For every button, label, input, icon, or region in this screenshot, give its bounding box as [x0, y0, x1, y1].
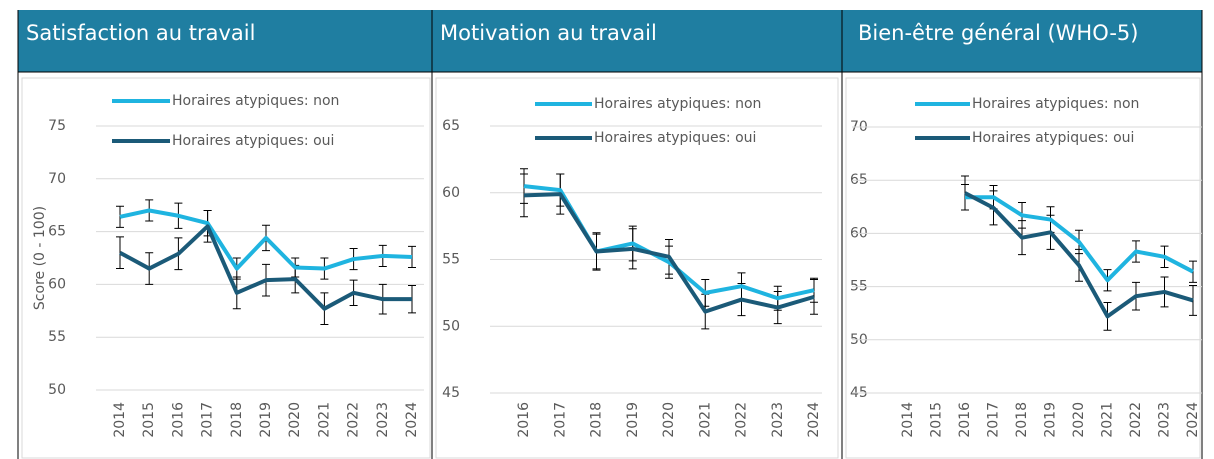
x-tick-label: 2017 — [552, 402, 568, 438]
y-tick-label: 65 — [442, 118, 460, 134]
legend-label: Horaires atypiques: oui — [972, 130, 1134, 146]
x-tick-label: 2014 — [900, 402, 916, 438]
y-tick-label: 45 — [442, 385, 460, 401]
x-tick-label: 2022 — [1128, 402, 1144, 438]
x-tick-label: 2015 — [141, 402, 157, 438]
x-tick-label: 2023 — [1157, 402, 1173, 438]
y-tick-label: 50 — [48, 382, 66, 398]
x-tick-label: 2020 — [287, 402, 303, 438]
x-tick-label: 2017 — [200, 402, 216, 438]
x-tick-label: 2016 — [957, 402, 973, 438]
series-line — [119, 224, 412, 311]
series-line — [119, 208, 413, 271]
x-tick-label: 2017 — [986, 402, 1002, 438]
legend-label: Horaires atypiques: non — [594, 96, 761, 112]
x-tick-label: 2022 — [734, 402, 750, 438]
x-tick-label: 2020 — [661, 402, 677, 438]
x-tick-label: 2024 — [404, 402, 420, 438]
series-line — [523, 192, 815, 314]
chart-title: Motivation au travail — [440, 21, 657, 45]
y-tick-label: 60 — [442, 185, 460, 201]
y-tick-label: 75 — [48, 118, 66, 134]
x-tick-label: 2023 — [375, 402, 391, 438]
legend-label: Horaires atypiques: non — [172, 93, 339, 109]
chart-title: Satisfaction au travail — [26, 21, 255, 45]
x-tick-label: 2019 — [625, 402, 641, 438]
x-tick-label: 2021 — [316, 402, 332, 438]
x-tick-label: 2018 — [1014, 402, 1030, 438]
x-tick-label: 2019 — [1043, 402, 1059, 438]
x-tick-label: 2015 — [929, 402, 945, 438]
y-tick-label: 55 — [48, 329, 66, 345]
x-tick-label: 2022 — [346, 402, 362, 438]
y-tick-label: 60 — [48, 276, 66, 292]
chart-frame — [435, 77, 839, 459]
y-tick-label: 55 — [442, 252, 460, 268]
x-tick-label: 2016 — [516, 402, 532, 438]
header-band — [18, 10, 1202, 72]
x-tick-label: 2023 — [770, 402, 786, 438]
x-tick-label: 2021 — [697, 402, 713, 438]
chart-frame — [845, 77, 1201, 459]
y-tick-label: 70 — [48, 171, 66, 187]
x-tick-label: 2024 — [1185, 402, 1201, 438]
x-tick-label: 2020 — [1071, 402, 1087, 438]
x-tick-label: 2024 — [806, 402, 822, 438]
x-tick-label: 2014 — [112, 402, 128, 438]
x-tick-label: 2018 — [589, 402, 605, 438]
y-tick-label: 50 — [442, 318, 460, 334]
chart-title: Bien-être général (WHO-5) — [858, 21, 1138, 45]
legend-label: Horaires atypiques: oui — [594, 130, 756, 146]
series-line — [964, 191, 1194, 319]
y-axis-label: Score (0 - 100) — [32, 206, 48, 310]
legend-label: Horaires atypiques: oui — [172, 133, 334, 149]
x-tick-label: 2021 — [1100, 402, 1116, 438]
x-tick-label: 2019 — [258, 402, 274, 438]
y-tick-label: 65 — [48, 224, 66, 240]
x-tick-label: 2018 — [229, 402, 245, 438]
chart-frame — [21, 77, 431, 459]
series-line — [965, 195, 1194, 283]
x-tick-label: 2016 — [170, 402, 186, 438]
legend-label: Horaires atypiques: non — [972, 96, 1139, 112]
